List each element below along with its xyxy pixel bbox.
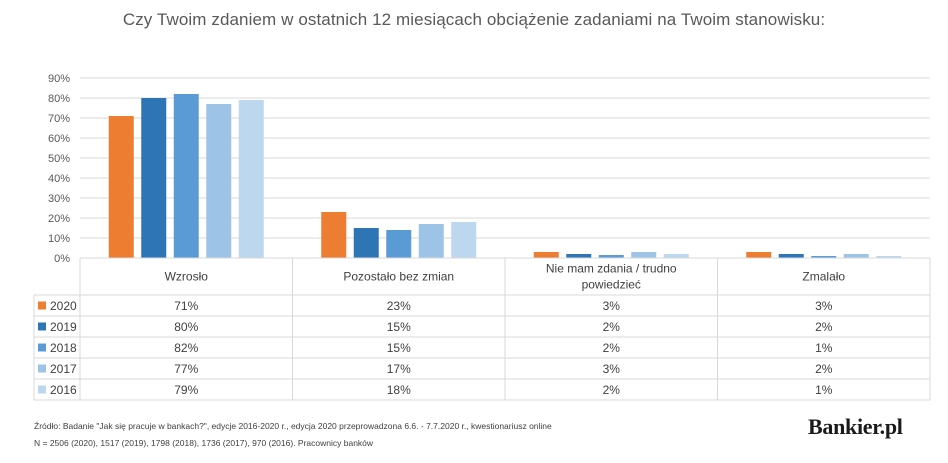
data-label: 71% bbox=[174, 299, 198, 313]
bar-2017-1 bbox=[206, 104, 232, 258]
legend-label-2019: 2019 bbox=[50, 320, 77, 334]
bar-2020-1 bbox=[108, 116, 134, 258]
data-label: 82% bbox=[174, 341, 198, 355]
category-label: powiedzieć bbox=[582, 278, 641, 292]
sample-note: N = 2506 (2020), 1517 (2019), 1798 (2018… bbox=[34, 438, 374, 448]
y-tick-label: 90% bbox=[48, 73, 70, 85]
bar-2017-2 bbox=[418, 224, 444, 258]
data-label: 2% bbox=[815, 362, 833, 376]
legend-key-2016 bbox=[38, 385, 46, 394]
data-label: 15% bbox=[387, 320, 411, 334]
bar-2018-2 bbox=[386, 230, 412, 258]
category-label: Nie mam zdania / trudno bbox=[546, 262, 677, 276]
data-label: 2% bbox=[815, 320, 833, 334]
y-tick-label: 20% bbox=[48, 213, 70, 225]
data-label: 2% bbox=[603, 320, 621, 334]
bar-2018-3 bbox=[598, 255, 624, 258]
data-label: 80% bbox=[174, 320, 198, 334]
y-tick-label: 50% bbox=[48, 153, 70, 165]
bar-2019-1 bbox=[141, 98, 167, 258]
y-tick-label: 80% bbox=[48, 93, 70, 105]
data-label: 3% bbox=[815, 299, 833, 313]
data-label: 2% bbox=[603, 383, 621, 397]
data-label: 17% bbox=[387, 362, 411, 376]
data-label: 3% bbox=[603, 362, 621, 376]
data-label: 18% bbox=[387, 383, 411, 397]
category-label: Zmalało bbox=[802, 270, 845, 284]
bar-2020-4 bbox=[746, 252, 772, 258]
category-label: Pozostało bez zmian bbox=[343, 270, 454, 284]
legend-key-2019 bbox=[38, 322, 46, 331]
legend-key-2017 bbox=[38, 364, 46, 373]
bar-2018-4 bbox=[811, 256, 837, 258]
y-tick-label: 70% bbox=[48, 113, 70, 125]
source-note: Źródło: Badanie "Jak się pracuje w banka… bbox=[34, 421, 552, 431]
data-label: 15% bbox=[387, 341, 411, 355]
bar-2017-3 bbox=[631, 252, 657, 258]
legend-label-2020: 2020 bbox=[50, 299, 77, 313]
bar-2017-4 bbox=[843, 254, 869, 258]
data-label: 79% bbox=[174, 383, 198, 397]
legend-label-2018: 2018 bbox=[50, 341, 77, 355]
bar-2020-3 bbox=[533, 252, 559, 258]
bar-2016-4 bbox=[876, 256, 902, 258]
legend-label-2016: 2016 bbox=[50, 383, 77, 397]
bar-2018-1 bbox=[173, 94, 199, 258]
data-label: 23% bbox=[387, 299, 411, 313]
data-label: 2% bbox=[603, 341, 621, 355]
bar-2019-4 bbox=[778, 254, 804, 258]
chart-title: Czy Twoim zdaniem w ostatnich 12 miesiąc… bbox=[122, 10, 826, 29]
legend-key-2018 bbox=[38, 343, 46, 352]
bankier-logo: Bankier.pl bbox=[808, 414, 903, 439]
legend-label-2017: 2017 bbox=[50, 362, 77, 376]
bar-2016-2 bbox=[451, 222, 477, 258]
y-tick-label: 40% bbox=[48, 173, 70, 185]
y-tick-label: 0% bbox=[54, 253, 70, 265]
data-label: 1% bbox=[815, 341, 833, 355]
data-label: 1% bbox=[815, 383, 833, 397]
data-label: 77% bbox=[174, 362, 198, 376]
category-label: Wzrosło bbox=[165, 270, 209, 284]
y-tick-label: 60% bbox=[48, 133, 70, 145]
legend-key-2020 bbox=[38, 301, 46, 310]
data-label: 3% bbox=[603, 299, 621, 313]
bar-2019-2 bbox=[353, 228, 379, 258]
bar-2016-1 bbox=[238, 100, 264, 258]
bar-2016-3 bbox=[663, 254, 689, 258]
y-tick-label: 10% bbox=[48, 233, 70, 245]
bar-2019-3 bbox=[566, 254, 592, 258]
bar-2020-2 bbox=[321, 212, 347, 258]
y-tick-label: 30% bbox=[48, 193, 70, 205]
